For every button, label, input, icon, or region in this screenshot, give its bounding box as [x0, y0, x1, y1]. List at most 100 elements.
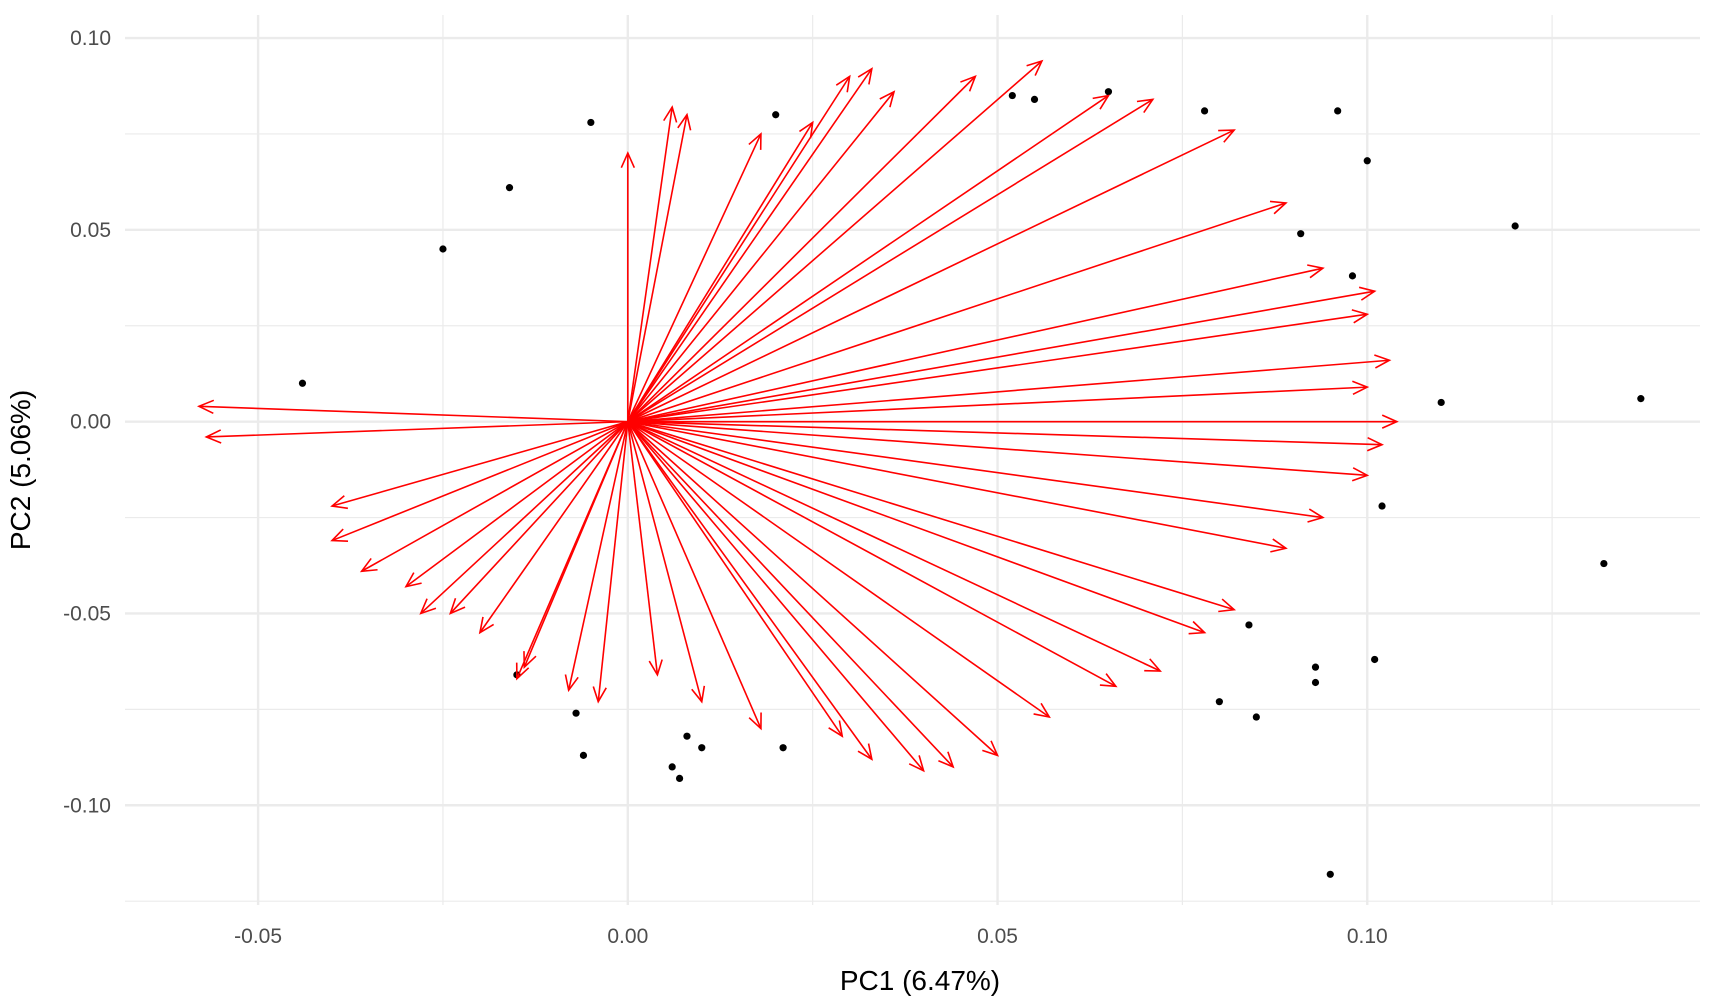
data-point — [572, 709, 580, 717]
loading-arrow — [627, 380, 1370, 423]
data-point — [1334, 107, 1342, 115]
loading-arrow — [627, 309, 1370, 423]
data-point — [1311, 678, 1320, 687]
loading-arrow — [627, 59, 1044, 423]
data-point — [1252, 713, 1260, 721]
y-tick-label: -0.10 — [63, 794, 111, 817]
loading-arrow — [627, 421, 925, 773]
loading-arrow — [627, 420, 1118, 688]
data-point — [668, 763, 676, 771]
loading-arrow — [627, 420, 1370, 482]
loading-arrow — [627, 200, 1288, 423]
data-point — [579, 751, 588, 759]
loading-arrow — [627, 74, 977, 423]
loading-arrow — [627, 286, 1377, 423]
loading-arrow — [627, 98, 1155, 423]
loading-arrow — [419, 421, 629, 615]
y-tick-label: 0.10 — [70, 27, 111, 50]
data-point — [1371, 655, 1379, 664]
loading-arrow — [627, 94, 1111, 423]
data-point — [1363, 157, 1371, 165]
loading-arrow — [627, 420, 1051, 719]
loading-arrow — [627, 421, 663, 677]
loading-arrow — [627, 264, 1325, 423]
grid-minor — [125, 15, 1700, 905]
data-point — [1245, 621, 1253, 629]
data-point — [439, 245, 447, 253]
loading-arrow — [449, 421, 629, 615]
data-point — [1215, 698, 1223, 706]
loading-arrow — [627, 112, 692, 422]
loading-arrow — [627, 421, 844, 738]
data-point — [1600, 559, 1608, 568]
loading-arrow — [627, 354, 1392, 423]
loading-arrow — [627, 421, 999, 757]
grid-major — [125, 15, 1700, 905]
data-point — [779, 744, 787, 752]
loading-arrow — [627, 90, 896, 423]
loading-arrow — [627, 420, 1325, 523]
loading-arrow — [627, 105, 678, 422]
loading-arrow — [627, 421, 706, 704]
y-tick-labels: -0.10 -0.05 0.00 0.05 0.10 — [63, 27, 111, 817]
loading-arrow — [627, 420, 1162, 672]
data-point — [505, 184, 514, 192]
loading-arrow — [196, 399, 628, 423]
data-point — [1297, 230, 1305, 238]
x-tick-labels: -0.05 0.00 0.05 0.10 — [234, 925, 1388, 948]
loading-arrow — [627, 421, 873, 761]
x-axis-title: PC1 (6.47%) — [840, 965, 1000, 996]
data-point — [1311, 663, 1320, 671]
data-point — [1378, 502, 1386, 510]
data-point — [1637, 395, 1645, 403]
y-axis-title: PC2 (5.06%) — [5, 390, 36, 550]
data-point — [1200, 107, 1209, 115]
loading-arrow — [627, 414, 1399, 429]
data-point — [1326, 870, 1334, 878]
loading-arrow — [627, 74, 851, 423]
x-tick-label: 0.05 — [977, 925, 1018, 948]
y-tick-label: -0.05 — [63, 602, 111, 625]
loading-arrow — [620, 151, 636, 422]
loading-arrow — [359, 420, 629, 573]
loading-arrow — [204, 420, 628, 444]
loading-arrow — [627, 129, 1236, 423]
data-point — [683, 732, 691, 740]
y-tick-label: 0.05 — [70, 219, 111, 242]
data-point — [1511, 222, 1519, 230]
loading-arrow — [627, 420, 1237, 613]
data-point — [1348, 272, 1357, 280]
data-point — [772, 111, 780, 119]
points-layer — [298, 88, 1645, 878]
loading-arrow — [592, 421, 629, 704]
data-point — [1437, 398, 1445, 407]
loading-arrow — [478, 421, 629, 635]
x-tick-label: 0.10 — [1347, 925, 1388, 948]
loading-arrow — [627, 132, 762, 422]
x-tick-label: 0.00 — [607, 925, 648, 948]
data-point — [1008, 91, 1016, 100]
x-tick-label: -0.05 — [234, 925, 282, 948]
loading-arrow — [330, 420, 629, 542]
data-point — [698, 744, 706, 752]
y-tick-label: 0.00 — [70, 411, 111, 434]
data-point — [587, 118, 595, 127]
loading-arrow — [627, 120, 814, 423]
loading-arrow — [523, 421, 629, 669]
data-point — [1104, 88, 1113, 96]
loading-arrow — [627, 420, 1385, 452]
arrows-layer — [196, 59, 1399, 773]
loading-arrow — [627, 67, 873, 423]
loading-arrow — [564, 421, 629, 693]
loading-arrow — [627, 420, 1207, 635]
data-point — [1030, 95, 1039, 103]
data-point — [675, 774, 684, 783]
loading-arrow — [627, 420, 1288, 553]
loading-arrow — [627, 421, 955, 769]
loading-arrow — [627, 421, 762, 731]
loading-arrow — [404, 420, 629, 588]
loading-arrow — [330, 420, 629, 510]
data-point — [298, 379, 307, 387]
